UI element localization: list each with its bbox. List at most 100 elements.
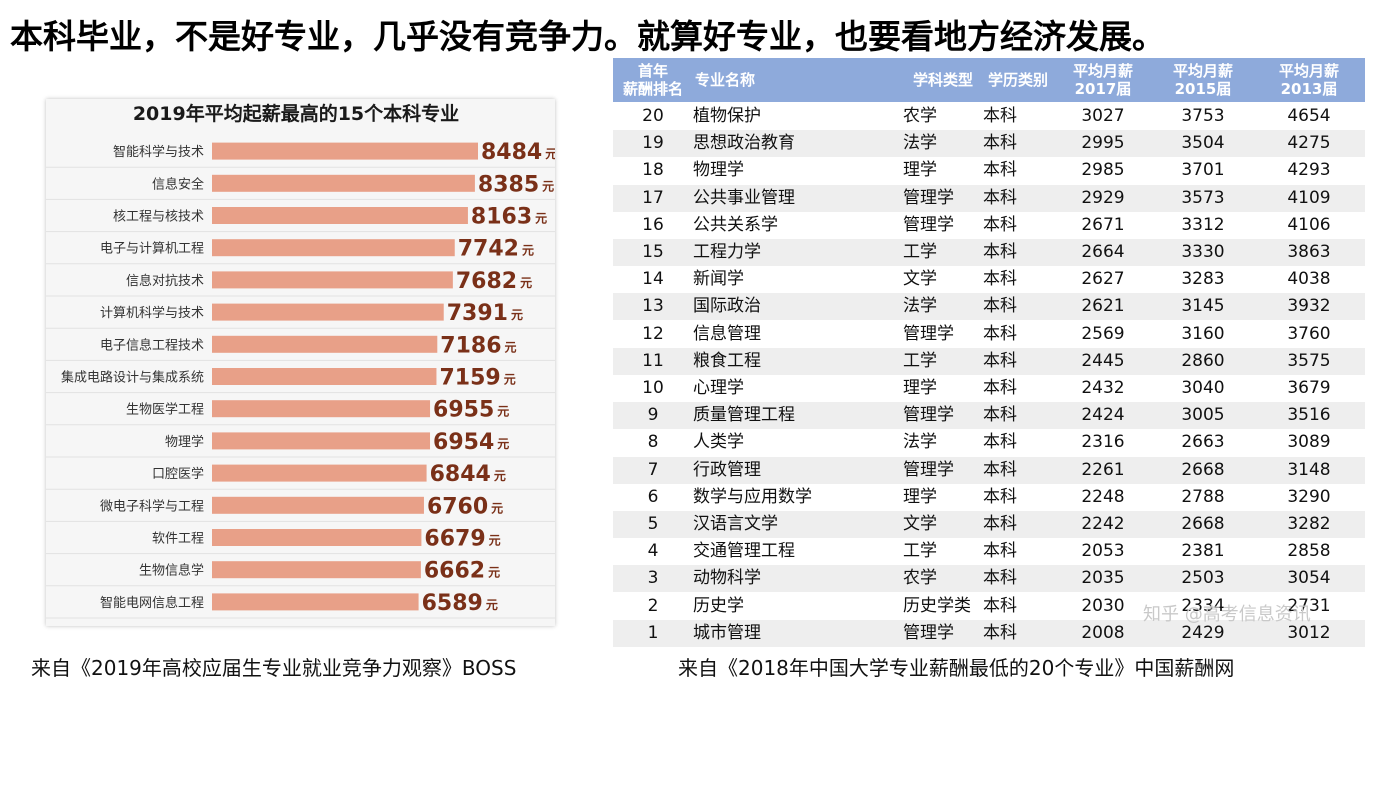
category-label: 集成电路设计与集成系统 [61, 370, 204, 386]
category-label: 计算机科学与技术 [100, 305, 204, 321]
table-cell: 2445 [1081, 350, 1125, 371]
table-row: 19 思想政治教育 法学 本科 2995 3504 4275 [613, 130, 1365, 158]
column-header-line1: 平均月薪 [1172, 62, 1233, 80]
table-cell: 4038 [1287, 269, 1331, 290]
table-cell: 历史学 [693, 595, 744, 616]
category-label: 核工程与核技术 [113, 210, 204, 225]
table-cell: 数学与应用数学 [693, 486, 812, 507]
table-cell: 3040 [1181, 378, 1225, 398]
bar [212, 464, 427, 482]
table-cell: 3516 [1287, 405, 1331, 426]
bar [212, 303, 444, 321]
table-cell: 管理学 [903, 323, 954, 344]
table-cell: 18 [642, 160, 664, 181]
category-label: 信息安全 [152, 176, 204, 192]
table-cell: 3 [647, 568, 659, 589]
column-header-line1: 平均月薪 [1278, 62, 1339, 80]
table-row: 2 历史学 历史学类 本科 2030 2334 2731 [613, 593, 1365, 620]
unit-label: 元 [494, 469, 506, 483]
table-cell: 本科 [983, 541, 1017, 562]
table-cell: 2858 [1287, 541, 1331, 562]
table-cell: 本科 [983, 459, 1017, 480]
table-cell: 3282 [1287, 514, 1331, 534]
table-cell: 2 [647, 595, 659, 616]
table-cell: 3089 [1287, 432, 1331, 453]
table-cell: 农学 [903, 568, 937, 589]
table-cell: 3330 [1181, 242, 1225, 262]
table-cell: 6 [647, 486, 659, 507]
lowest-salary-table: 首年 薪酬排名 专业名称 学科类型 学历类别 平均月薪 2017届 平均月薪 2015届 平均月薪… [613, 58, 1365, 647]
unit-label: 元 [491, 501, 503, 515]
table-cell: 2381 [1181, 541, 1225, 562]
table-cell: 法学 [903, 432, 937, 453]
table-cell: 2731 [1287, 595, 1331, 616]
category-label: 物理学 [165, 434, 204, 450]
table-cell: 13 [642, 296, 664, 317]
table-cell: 20 [642, 106, 664, 126]
value-label: 6844 [430, 462, 491, 487]
chart-title: 2019年平均起薪最高的15个本科专业 [133, 102, 459, 125]
table-cell: 3283 [1181, 269, 1225, 290]
column-header: 学历类别 [983, 58, 1053, 102]
unit-label: 元 [505, 340, 517, 354]
table-cell: 城市管理 [693, 622, 761, 643]
unit-label: 元 [535, 212, 547, 226]
table-cell: 2261 [1081, 459, 1125, 480]
column-header: 专业名称 [693, 58, 905, 102]
value-label: 7682 [456, 269, 517, 294]
table-cell: 3753 [1181, 106, 1225, 126]
table-cell: 法学 [903, 133, 937, 154]
value-label: 7391 [447, 301, 508, 326]
table-row: 17 公共事业管理 管理学 本科 2929 3573 4109 [613, 184, 1365, 212]
table-cell: 7 [647, 459, 659, 480]
table-cell: 3312 [1181, 214, 1225, 235]
table-cell: 思想政治教育 [693, 133, 795, 154]
bar [212, 239, 455, 257]
table-cell: 文学 [903, 269, 937, 290]
table-cell: 3701 [1181, 160, 1225, 181]
table-cell: 11 [642, 350, 664, 371]
category-label: 生物医学工程 [126, 402, 204, 418]
table-cell: 5 [647, 514, 659, 534]
unit-label: 元 [520, 276, 532, 290]
table-cell: 2985 [1081, 160, 1125, 181]
value-label: 7159 [439, 366, 500, 391]
table-cell: 理学 [903, 378, 937, 398]
table-cell: 粮食工程 [693, 350, 761, 371]
column-header: 平均月薪 2015届 [1153, 58, 1253, 102]
category-label: 信息对抗技术 [126, 273, 204, 289]
table-cell: 4654 [1287, 106, 1331, 126]
table-row: 7 行政管理 管理学 本科 2261 2668 3148 [613, 456, 1365, 484]
value-label: 6955 [433, 398, 494, 423]
bar [212, 142, 478, 160]
table-cell: 人类学 [693, 432, 744, 453]
table-cell: 理学 [903, 486, 937, 507]
table-cell: 2929 [1081, 187, 1125, 208]
table-cell: 3504 [1181, 133, 1225, 154]
category-label: 电子与计算机工程 [100, 242, 204, 257]
table-cell: 管理学 [903, 622, 954, 643]
table-cell: 动物科学 [693, 568, 761, 589]
table-cell: 管理学 [903, 459, 954, 480]
table-cell: 质量管理工程 [693, 405, 795, 426]
table-cell: 工学 [903, 541, 937, 562]
table-cell: 2242 [1081, 514, 1125, 534]
unit-label: 元 [488, 566, 500, 580]
value-label: 7742 [458, 237, 519, 262]
table-row: 1 城市管理 管理学 本科 2008 2429 3012 [613, 619, 1365, 647]
table-cell: 管理学 [903, 214, 954, 235]
table-cell: 3573 [1181, 187, 1225, 208]
table-row: 5 汉语言文学 文学 本科 2242 2668 3282 [613, 511, 1365, 538]
bar [212, 432, 431, 450]
table-cell: 行政管理 [693, 459, 761, 480]
table-cell: 4 [647, 541, 659, 562]
bar [212, 368, 437, 385]
table-cell: 本科 [983, 242, 1017, 262]
table-row: 15 工程力学 工学 本科 2664 3330 3863 [613, 239, 1365, 266]
bar [212, 174, 475, 192]
value-label: 6589 [422, 591, 483, 616]
column-header: 首年 薪酬排名 [613, 58, 693, 102]
unit-label: 元 [504, 373, 516, 387]
